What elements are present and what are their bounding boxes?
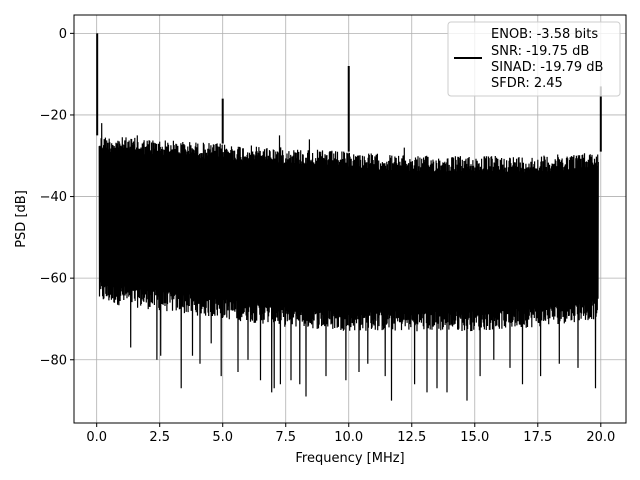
legend-line-sinad: SINAD: -19.79 dB (491, 60, 603, 75)
y-tick-label: −80 (40, 353, 67, 368)
legend-line-snr: SNR: -19.75 dB (491, 44, 589, 59)
y-tick-label: −40 (40, 190, 67, 205)
x-tick-label: 15.0 (460, 430, 489, 445)
y-tick-label: −20 (40, 108, 67, 123)
x-tick-label: 7.5 (275, 430, 296, 445)
y-axis-ticks: 0 −20 −40 −60 −80 (40, 27, 74, 368)
y-tick-label: −60 (40, 272, 67, 287)
legend-box (447, 21, 621, 97)
x-tick-label: 17.5 (523, 430, 552, 445)
x-tick-label: 10.0 (334, 430, 363, 445)
legend: ENOB: -3.58 bits SNR: -19.75 dB SINAD: -… (447, 21, 621, 97)
psd-noise-trace (98, 123, 599, 401)
x-axis-ticks: 0.0 2.5 5.0 7.5 10.0 12.5 15.0 17.5 20.0 (86, 423, 615, 445)
y-axis-label: PSD [dB] (14, 190, 29, 248)
legend-line-sfdr: SFDR: 2.45 (491, 76, 563, 91)
y-tick-label: 0 (59, 27, 67, 42)
x-tick-label: 2.5 (149, 430, 170, 445)
x-axis-label: Frequency [MHz] (295, 451, 404, 466)
x-tick-label: 12.5 (397, 430, 426, 445)
x-tick-label: 0.0 (86, 430, 107, 445)
psd-series (96, 33, 602, 401)
legend-line-enob: ENOB: -3.58 bits (491, 27, 598, 42)
plot-frame (73, 14, 627, 424)
x-tick-label: 5.0 (212, 430, 233, 445)
x-tick-label: 20.0 (586, 430, 615, 445)
